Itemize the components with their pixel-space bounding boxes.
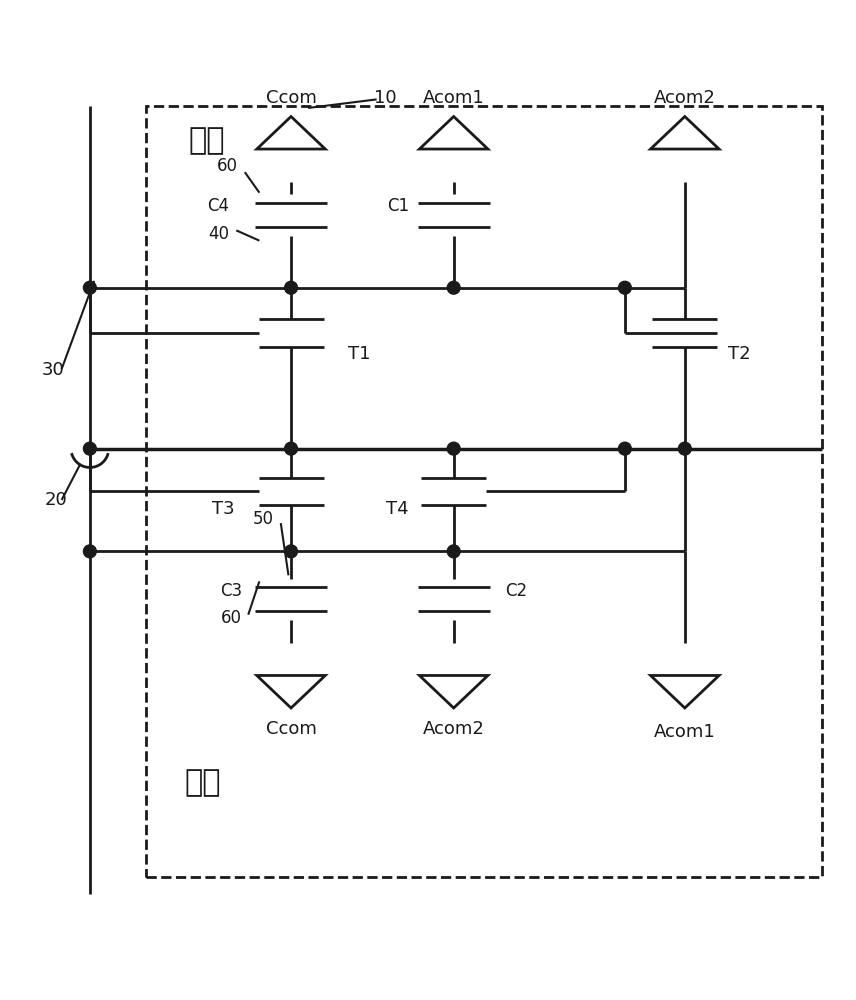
Text: C1: C1	[387, 197, 409, 215]
Text: T1: T1	[348, 345, 370, 363]
Text: 60: 60	[217, 157, 238, 175]
Bar	[146, 106, 822, 877]
Text: 次区: 次区	[184, 768, 221, 797]
Text: T4: T4	[386, 500, 408, 518]
Circle shape	[447, 545, 461, 558]
Text: T3: T3	[212, 500, 235, 518]
Text: Acom1: Acom1	[654, 723, 716, 741]
Text: C2: C2	[505, 582, 527, 600]
Circle shape	[284, 545, 298, 558]
Circle shape	[679, 442, 692, 455]
Text: 20: 20	[45, 491, 67, 509]
Text: 10: 10	[374, 89, 396, 107]
Text: Ccom: Ccom	[265, 89, 317, 107]
Text: 40: 40	[208, 225, 229, 243]
Text: Ccom: Ccom	[265, 720, 317, 738]
Text: 30: 30	[42, 361, 64, 379]
Text: Acom1: Acom1	[423, 89, 484, 107]
Text: 60: 60	[220, 609, 241, 627]
Text: Acom2: Acom2	[654, 89, 716, 107]
Circle shape	[84, 545, 96, 558]
Circle shape	[84, 281, 96, 294]
Text: C3: C3	[220, 582, 242, 600]
Circle shape	[618, 442, 631, 455]
Text: 主区: 主区	[188, 126, 225, 155]
Circle shape	[447, 442, 461, 455]
Circle shape	[447, 281, 461, 294]
Text: 50: 50	[253, 510, 274, 528]
Circle shape	[84, 442, 96, 455]
Circle shape	[618, 281, 631, 294]
Circle shape	[284, 281, 298, 294]
Text: C4: C4	[207, 197, 229, 215]
Text: Acom2: Acom2	[423, 720, 484, 738]
Text: T2: T2	[728, 345, 750, 363]
Circle shape	[284, 442, 298, 455]
